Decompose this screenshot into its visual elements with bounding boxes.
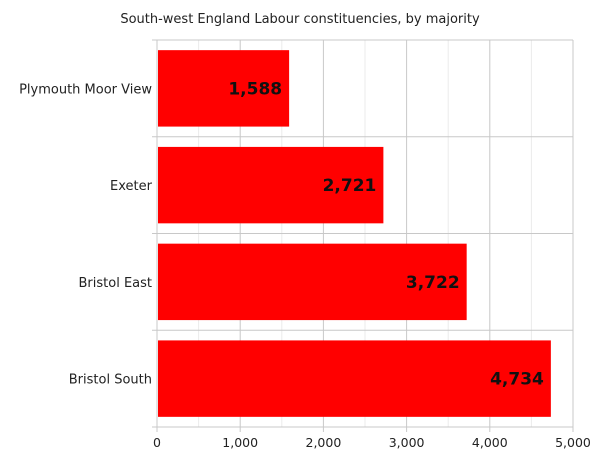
category-label: Plymouth Moor View	[19, 82, 152, 97]
data-label: 2,721	[323, 176, 377, 196]
category-label: Bristol South	[69, 373, 152, 388]
x-tick-label: 2,000	[306, 435, 342, 450]
x-tick-label: 3,000	[389, 435, 425, 450]
x-tick-label: 5,000	[555, 435, 591, 450]
axes: 0 1,000 2,000 3,000 4,000 5,000 Plymouth Moor …	[19, 40, 591, 450]
x-tick-label: 4,000	[472, 435, 508, 450]
bar	[158, 243, 467, 321]
data-label: 4,734	[490, 370, 544, 390]
data-label: 1,588	[228, 79, 282, 99]
bars: 1,588 2,721 3,722 4,734	[158, 50, 551, 417]
x-tick-label: 1,000	[222, 435, 258, 450]
category-label: Exeter	[110, 179, 153, 194]
bar	[158, 340, 551, 417]
bar	[158, 50, 290, 127]
bar	[158, 146, 384, 224]
x-tick-label: 0	[153, 435, 161, 450]
chart-title: South-west England Labour constituencies…	[120, 12, 480, 27]
data-label: 3,722	[406, 273, 460, 293]
category-label: Bristol East	[79, 276, 153, 291]
